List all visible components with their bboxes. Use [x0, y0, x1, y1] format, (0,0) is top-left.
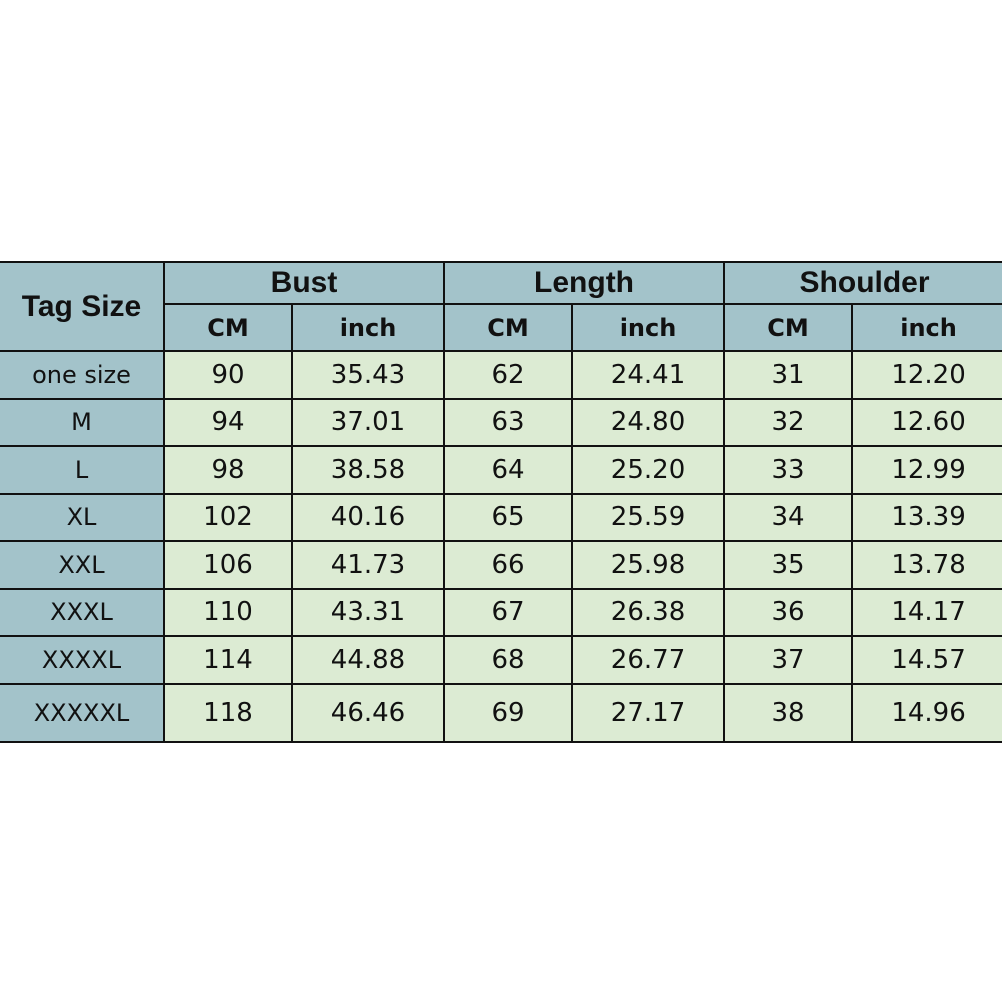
- value-cell: 35: [723, 540, 854, 590]
- value-cell: 44.88: [290, 635, 446, 685]
- value-cell: 114: [163, 635, 293, 685]
- unit-header: CM: [723, 303, 854, 352]
- value-cell: 102: [163, 492, 293, 542]
- value-cell: 94: [163, 397, 293, 447]
- unit-header: inch: [571, 303, 726, 352]
- tag-size-header: Tag Size: [0, 261, 165, 352]
- value-cell: 14.57: [851, 635, 1002, 685]
- unit-header: inch: [851, 303, 1002, 352]
- length-header: Length: [443, 261, 726, 305]
- value-cell: 33: [723, 445, 854, 495]
- value-cell: 106: [163, 540, 293, 590]
- value-cell: 14.96: [851, 682, 1002, 743]
- unit-header: CM: [164, 303, 293, 352]
- shoulder-header: Shoulder: [723, 261, 1002, 305]
- value-cell: 65: [443, 492, 574, 542]
- value-cell: 36: [723, 587, 854, 637]
- table-row: XL 102 40.16 65 25.59 34 13.39: [0, 492, 1002, 542]
- value-cell: 110: [163, 587, 293, 637]
- bust-header: Bust: [162, 261, 446, 305]
- tag-size-cell: XXXL: [0, 587, 165, 637]
- tag-size-cell: XL: [0, 492, 165, 542]
- value-cell: 69: [443, 682, 574, 743]
- value-cell: 38.58: [290, 445, 446, 495]
- value-cell: 26.38: [571, 587, 726, 637]
- value-cell: 41.73: [290, 540, 446, 590]
- value-cell: 26.77: [571, 635, 726, 685]
- value-cell: 64: [443, 445, 574, 495]
- table-row: one size 90 35.43 62 24.41 31 12.20: [0, 350, 1002, 400]
- value-cell: 12.20: [851, 350, 1002, 400]
- tag-size-cell: XXL: [0, 540, 165, 590]
- value-cell: 12.60: [851, 397, 1002, 447]
- tag-size-cell: one size: [0, 350, 165, 400]
- value-cell: 25.98: [571, 540, 726, 590]
- value-cell: 40.16: [290, 492, 446, 542]
- value-cell: 118: [163, 682, 293, 743]
- value-cell: 34: [723, 492, 854, 542]
- value-cell: 90: [163, 350, 293, 400]
- value-cell: 25.20: [571, 445, 726, 495]
- value-cell: 14.17: [851, 587, 1002, 637]
- value-cell: 12.99: [851, 445, 1002, 495]
- value-cell: 66: [443, 540, 574, 590]
- size-chart-table: Tag Size Bust Length Shoulder CM inch CM…: [0, 261, 1002, 743]
- value-cell: 35.43: [290, 350, 446, 400]
- unit-header: CM: [443, 303, 574, 352]
- value-cell: 67: [443, 587, 574, 637]
- value-cell: 13.78: [851, 540, 1002, 590]
- tag-size-cell: XXXXXL: [0, 682, 165, 743]
- value-cell: 62: [443, 350, 574, 400]
- value-cell: 24.80: [571, 397, 726, 447]
- table-row: M 94 37.01 63 24.80 32 12.60: [0, 397, 1002, 447]
- table-row: XXXXXL 118 46.46 69 27.17 38 14.96: [0, 682, 1002, 743]
- value-cell: 46.46: [290, 682, 446, 743]
- tag-size-cell: L: [0, 445, 165, 495]
- value-cell: 32: [723, 397, 854, 447]
- value-cell: 25.59: [571, 492, 726, 542]
- value-cell: 37.01: [290, 397, 446, 447]
- value-cell: 37: [723, 635, 854, 685]
- table-row: XXXXL 114 44.88 68 26.77 37 14.57: [0, 635, 1002, 685]
- header-row-units: CM inch CM inch CM inch: [0, 303, 1002, 352]
- value-cell: 13.39: [851, 492, 1002, 542]
- unit-header: inch: [290, 303, 446, 352]
- value-cell: 27.17: [571, 682, 726, 743]
- tag-size-cell: M: [0, 397, 165, 447]
- value-cell: 98: [163, 445, 293, 495]
- value-cell: 68: [443, 635, 574, 685]
- table-row: L 98 38.58 64 25.20 33 12.99: [0, 445, 1002, 495]
- value-cell: 38: [723, 682, 854, 743]
- value-cell: 24.41: [571, 350, 726, 400]
- header-row-groups: Tag Size Bust Length Shoulder: [0, 261, 1002, 352]
- table-row: XXXL 110 43.31 67 26.38 36 14.17: [0, 587, 1002, 637]
- value-cell: 31: [723, 350, 854, 400]
- table-row: XXL 106 41.73 66 25.98 35 13.78: [0, 540, 1002, 590]
- tag-size-cell: XXXXL: [0, 635, 165, 685]
- value-cell: 63: [443, 397, 574, 447]
- value-cell: 43.31: [290, 587, 446, 637]
